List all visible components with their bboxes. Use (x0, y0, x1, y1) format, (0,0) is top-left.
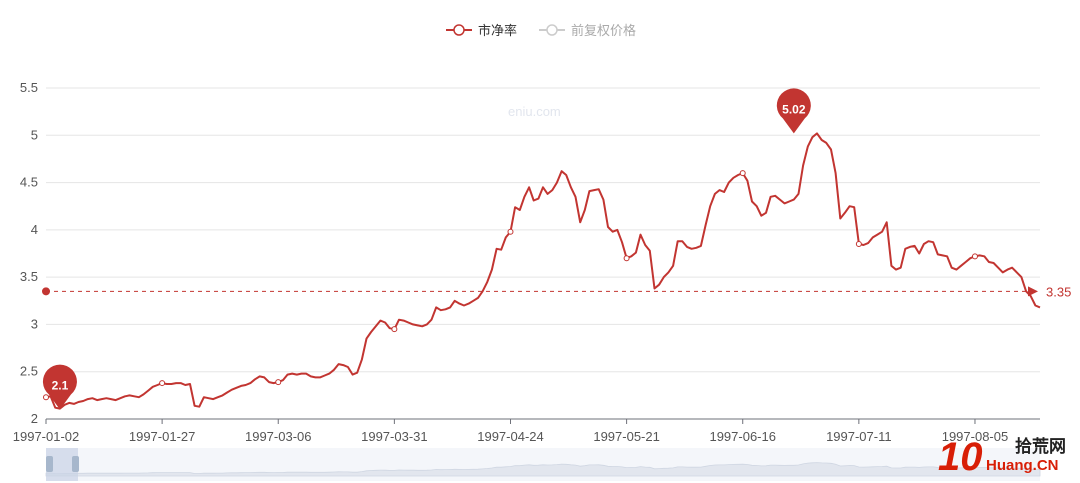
y-tick-label: 4 (31, 222, 38, 237)
legend-adjusted-price-icon (546, 24, 558, 36)
value-pin-label: 2.1 (52, 379, 69, 393)
x-tick-label: 1997-08-05 (942, 429, 1009, 444)
markers: 2.1 5.02 (42, 88, 811, 410)
data-point (971, 253, 978, 260)
legend[interactable]: 市净率 前复权价格 (446, 23, 636, 38)
value-pin-marker: 5.02 (776, 88, 811, 134)
x-tick-label: 1997-03-06 (245, 429, 312, 444)
value-pin-shape (776, 88, 811, 134)
zoom-right-handle-grip[interactable] (72, 456, 79, 472)
logo-domain: Huang.CN (986, 457, 1059, 474)
data-point (275, 379, 282, 386)
legend-pb-ratio-icon (453, 24, 465, 36)
zoom-right-handle[interactable] (72, 456, 79, 472)
average-line-arrow (1028, 286, 1038, 297)
average-line-start-dot (42, 287, 50, 296)
y-tick-label: 2.5 (20, 364, 38, 379)
value-pin-marker: 2.1 (42, 364, 77, 410)
data-point (507, 228, 514, 235)
logo-name: 拾荒网 (1015, 436, 1066, 456)
data-point (855, 241, 862, 248)
y-tick-label: 5.5 (20, 80, 38, 95)
grid-lines (46, 87, 1040, 373)
data-point (623, 255, 630, 262)
x-tick-label: 1997-01-02 (13, 429, 80, 444)
zoom-left-handle-grip[interactable] (46, 456, 53, 472)
data-point (739, 170, 746, 177)
x-tick-label: 1997-06-16 (709, 429, 776, 444)
y-tick-label: 3.5 (20, 269, 38, 284)
y-axis: 2 2.5 3 3.5 4 4.5 5 5.5 (20, 80, 38, 426)
average-line: 3.35 (42, 284, 1071, 299)
logo-mark: 10 (938, 435, 983, 479)
zoom-shadow-area (45, 462, 1041, 477)
data-point (391, 326, 398, 333)
value-pin-label: 5.02 (782, 102, 806, 116)
legend-item-pb-ratio[interactable]: 市净率 (446, 23, 517, 38)
x-tick-label: 1997-07-11 (826, 429, 892, 444)
data-point (159, 380, 166, 387)
site-logo: 10 拾荒网 Huang.CN (938, 435, 1066, 479)
legend-item-adjusted-price[interactable]: 前复权价格 (539, 23, 636, 38)
x-axis: 1997-01-02 1997-01-27 1997-03-06 1997-03-31… (13, 418, 1040, 444)
zoom-left-handle[interactable] (46, 456, 53, 472)
legend-pb-ratio-label: 市净率 (478, 23, 517, 38)
y-tick-label: 5 (31, 127, 38, 142)
series-pb-ratio-line (45, 132, 1041, 410)
average-value-label: 3.35 (1046, 284, 1071, 299)
data-zoom-slider[interactable] (45, 448, 1041, 481)
y-tick-label: 2 (31, 411, 38, 426)
y-tick-label: 3 (31, 316, 38, 331)
x-tick-label: 1997-04-24 (477, 429, 544, 444)
x-tick-label: 1997-01-27 (129, 429, 196, 444)
legend-adjusted-price-label: 前复权价格 (571, 23, 636, 38)
x-tick-label: 1997-05-21 (593, 429, 660, 444)
data-point (43, 394, 49, 401)
x-tick-label: 1997-03-31 (361, 429, 428, 444)
y-tick-label: 4.5 (20, 175, 38, 190)
series-pb-ratio (43, 132, 1041, 410)
value-pin-shape (42, 364, 77, 410)
watermark: eniu.com (508, 104, 561, 119)
